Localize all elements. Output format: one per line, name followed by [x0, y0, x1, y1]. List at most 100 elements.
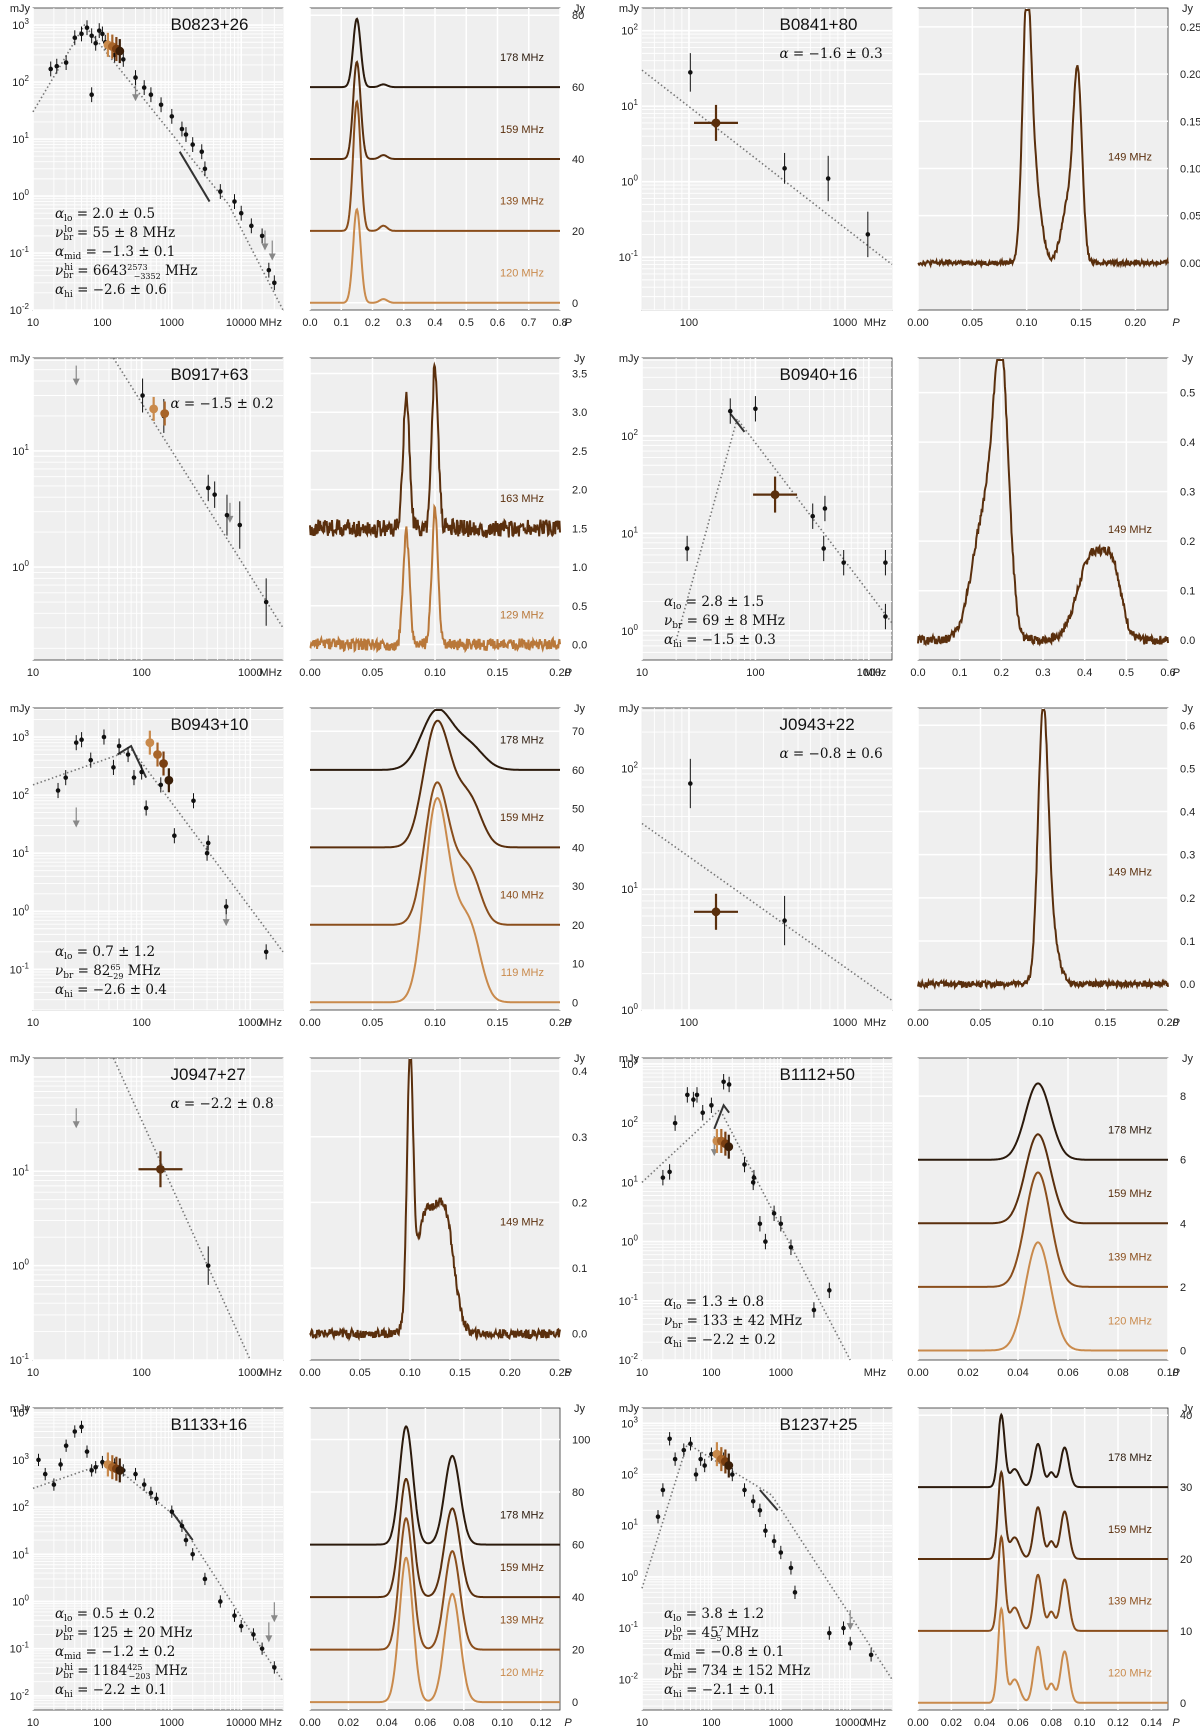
- spectral-model-line: [112, 1057, 252, 1361]
- data-point: [667, 1169, 672, 1175]
- data-point: [721, 1079, 726, 1085]
- y-tick-label: 0.3: [1180, 850, 1195, 862]
- x-tick-label: 0.2: [365, 317, 380, 329]
- y-axis-unit: Jy: [574, 1403, 586, 1415]
- data-point: [84, 1449, 90, 1454]
- data-point: [672, 1456, 678, 1462]
- data-point: [169, 1509, 175, 1514]
- x-tick-label: 0.06: [1057, 1367, 1078, 1379]
- data-point: [58, 1462, 63, 1467]
- frequency-label: 159 MHz: [1108, 1524, 1152, 1536]
- profile-curve: [310, 1425, 560, 1546]
- x-tick-label: 10000: [226, 1717, 257, 1729]
- upper-limit-arrow: [265, 1635, 273, 1643]
- fit-parameter: αhi = −2.2 ± 0.2: [664, 1332, 776, 1350]
- profile-curve: [309, 361, 561, 539]
- data-point: [771, 1211, 777, 1216]
- x-tick-label: 1000: [833, 1017, 857, 1029]
- data-point: [190, 142, 196, 147]
- spectral-model-solid: [729, 412, 746, 433]
- lofar-point: [160, 409, 170, 418]
- data-point: [865, 232, 871, 237]
- upper-limit-arrow: [261, 243, 269, 251]
- profile-curve: [917, 709, 1169, 991]
- pulsar-name: B0917+63: [171, 365, 249, 384]
- x-tick-label: 10000: [835, 1717, 866, 1729]
- profile-curve: [917, 9, 1169, 269]
- data-point: [847, 1641, 853, 1646]
- x-tick-label: 0.3: [1035, 667, 1050, 679]
- y-axis-unit: mJy: [10, 1053, 31, 1065]
- data-point: [199, 149, 205, 154]
- y-axis-unit: Jy: [1182, 1403, 1194, 1415]
- x-tick-label: 0.00: [299, 1367, 320, 1379]
- y-tick-label: 100: [12, 1593, 29, 1608]
- panel-B0823+26-scatter: 10 100 1000 10000 MHz 10-2 10-1 100 101 102 103 mJy…: [10, 3, 284, 329]
- panel-frame: [641, 707, 893, 1011]
- data-point: [750, 1180, 756, 1185]
- y-tick-label: 102: [621, 760, 638, 775]
- profile-curve: [310, 709, 560, 771]
- x-axis-unit: MHz: [864, 1717, 887, 1729]
- profile-curve: [918, 1534, 1168, 1632]
- x-tick-label: 0.00: [299, 1717, 320, 1729]
- y-tick-label: 100: [12, 1258, 29, 1273]
- fit-parameter: αhi = −2.6 ± 0.4: [55, 982, 167, 1000]
- x-tick-label: 0.10: [424, 667, 445, 679]
- x-tick-label: 10: [27, 1367, 39, 1379]
- x-tick-label: 0.12: [530, 1717, 551, 1729]
- y-tick-label: 10-2: [619, 1671, 639, 1686]
- y-tick-label: 10: [1180, 1626, 1192, 1638]
- y-tick-label: 0.1: [572, 1263, 587, 1275]
- data-point: [84, 25, 90, 31]
- profile-curve: [309, 503, 561, 654]
- fit-parameter: αhi = −1.5 ± 0.3: [664, 632, 776, 650]
- x-tick-label: 10: [636, 667, 648, 679]
- data-point: [202, 166, 208, 172]
- fit-parameter: νbrhi = 1184425 −203 MHz: [55, 1663, 188, 1681]
- lofar-point: [159, 759, 168, 768]
- x-tick-label: 0.14: [1141, 1717, 1162, 1729]
- frequency-label: 139 MHz: [500, 196, 544, 208]
- data-point: [778, 1221, 784, 1227]
- data-point: [684, 546, 690, 551]
- x-tick-label: 0.10: [492, 1717, 513, 1729]
- lofar-point: [115, 1465, 125, 1475]
- data-point: [154, 1496, 159, 1502]
- x-tick-label: 0.00: [907, 1017, 928, 1029]
- y-axis-unit: Jy: [1182, 703, 1194, 715]
- x-tick-label: 100: [702, 1717, 720, 1729]
- y-tick-label: 20: [572, 1645, 584, 1657]
- y-tick-label: 100: [621, 623, 638, 638]
- spectral-model-line: [641, 822, 893, 1002]
- data-point: [191, 798, 196, 804]
- data-point: [183, 132, 189, 137]
- y-tick-label: 0.4: [572, 1066, 587, 1078]
- lofar-point: [145, 738, 155, 748]
- data-point: [51, 1482, 57, 1487]
- y-axis-unit: mJy: [619, 3, 640, 15]
- data-point: [54, 63, 60, 69]
- x-axis-unit: MHz: [259, 1367, 282, 1379]
- data-point: [868, 1652, 874, 1658]
- y-tick-label: 100: [12, 188, 29, 203]
- y-tick-label: 80: [572, 10, 584, 22]
- x-axis-unit: MHz: [259, 317, 282, 329]
- x-tick-label: 0.2: [994, 667, 1009, 679]
- x-tick-label: 0.10: [1032, 1017, 1053, 1029]
- frequency-label: 120 MHz: [1108, 1668, 1152, 1680]
- data-point: [660, 1175, 666, 1180]
- data-point: [101, 734, 107, 740]
- frequency-label: 149 MHz: [1108, 867, 1152, 879]
- data-point: [89, 1468, 94, 1473]
- data-point: [685, 1092, 690, 1098]
- x-tick-label: 10: [27, 1717, 39, 1729]
- x-tick-label: 0.1: [334, 317, 349, 329]
- x-tick-label: 100: [132, 667, 150, 679]
- data-point: [810, 513, 816, 519]
- data-point: [120, 57, 126, 62]
- lofar-point: [156, 1164, 165, 1174]
- upper-limit-arrow: [72, 820, 80, 828]
